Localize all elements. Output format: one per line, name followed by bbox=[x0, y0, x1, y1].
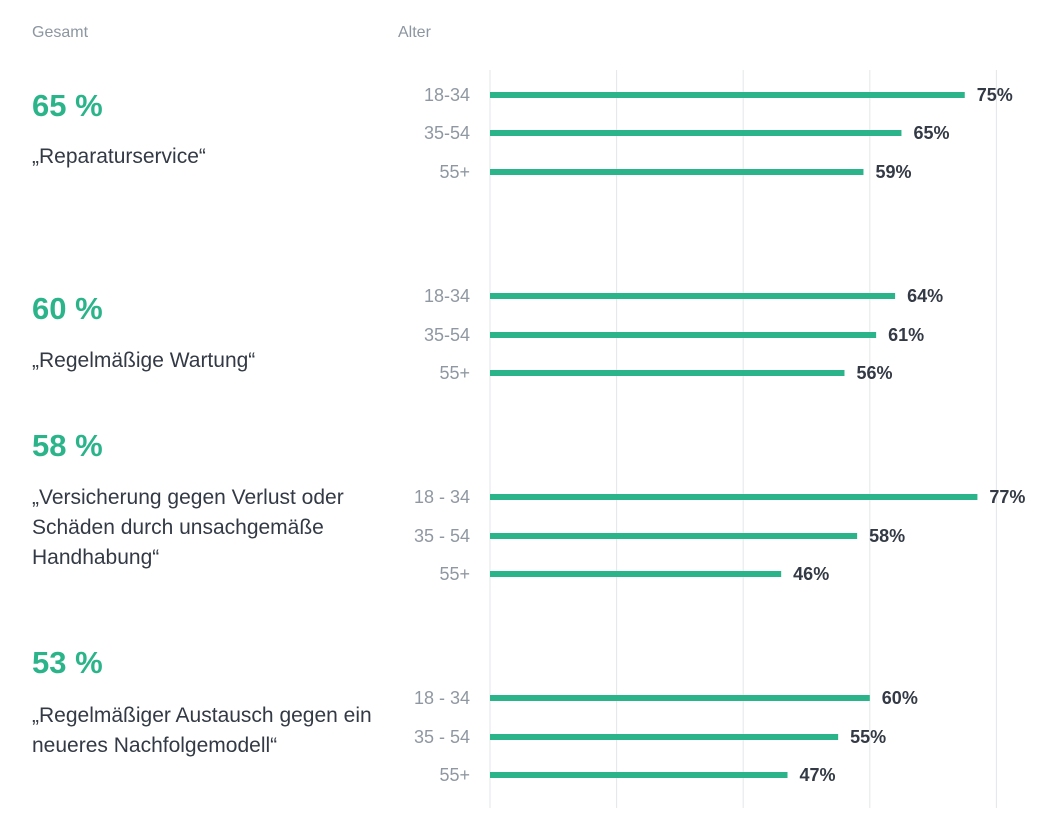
bar bbox=[490, 695, 870, 701]
bar-value-label: 56% bbox=[856, 363, 892, 383]
bar bbox=[490, 293, 896, 299]
age-tick-label: 55+ bbox=[439, 363, 470, 383]
bar-value-label: 61% bbox=[888, 325, 924, 345]
column-header-age: Alter bbox=[398, 24, 431, 41]
bar-value-label: 46% bbox=[793, 564, 829, 584]
bar bbox=[490, 772, 788, 778]
bar-value-label: 60% bbox=[882, 688, 918, 708]
group-2-total: 60 % bbox=[32, 291, 103, 326]
group-3-total: 58 % bbox=[32, 428, 103, 463]
bar-value-label: 75% bbox=[977, 85, 1013, 105]
age-tick-label: 35-54 bbox=[424, 123, 470, 143]
group-3-label: „Versicherung gegen Verlust oder Schäden… bbox=[32, 486, 344, 569]
bar bbox=[490, 571, 782, 577]
bar bbox=[490, 734, 839, 740]
group-2-label: „Regelmäßige Wartung“ bbox=[32, 349, 256, 372]
age-tick-label: 35 - 54 bbox=[414, 526, 470, 546]
group-4-label: „Regelmäßiger Austausch gegen ein neuere… bbox=[32, 704, 372, 757]
group-1-total: 65 % bbox=[32, 88, 103, 123]
bar-value-label: 77% bbox=[989, 487, 1025, 507]
bar bbox=[490, 92, 965, 98]
bar-value-label: 55% bbox=[850, 727, 886, 747]
group-4-total: 53 % bbox=[32, 645, 103, 680]
age-tick-label: 55+ bbox=[439, 564, 470, 584]
age-tick-label: 35 - 54 bbox=[414, 727, 470, 747]
group-1-label: „Reparaturservice“ bbox=[32, 145, 206, 168]
column-header-total: Gesamt bbox=[32, 24, 89, 41]
age-tick-label: 18-34 bbox=[424, 286, 470, 306]
age-tick-label: 18 - 34 bbox=[414, 487, 470, 507]
bar bbox=[490, 169, 864, 175]
bar bbox=[490, 494, 978, 500]
age-tick-label: 55+ bbox=[439, 162, 470, 182]
age-tick-label: 35-54 bbox=[424, 325, 470, 345]
bar bbox=[490, 533, 858, 539]
bar-value-label: 59% bbox=[875, 162, 911, 182]
age-tick-label: 18-34 bbox=[424, 85, 470, 105]
bar bbox=[490, 130, 902, 136]
bar-value-label: 64% bbox=[907, 286, 943, 306]
age-tick-label: 18 - 34 bbox=[414, 688, 470, 708]
bar bbox=[490, 370, 845, 376]
bar bbox=[490, 332, 877, 338]
bar-value-label: 47% bbox=[800, 765, 836, 785]
bar-value-label: 65% bbox=[913, 123, 949, 143]
bar-value-label: 58% bbox=[869, 526, 905, 546]
age-tick-label: 55+ bbox=[439, 765, 470, 785]
